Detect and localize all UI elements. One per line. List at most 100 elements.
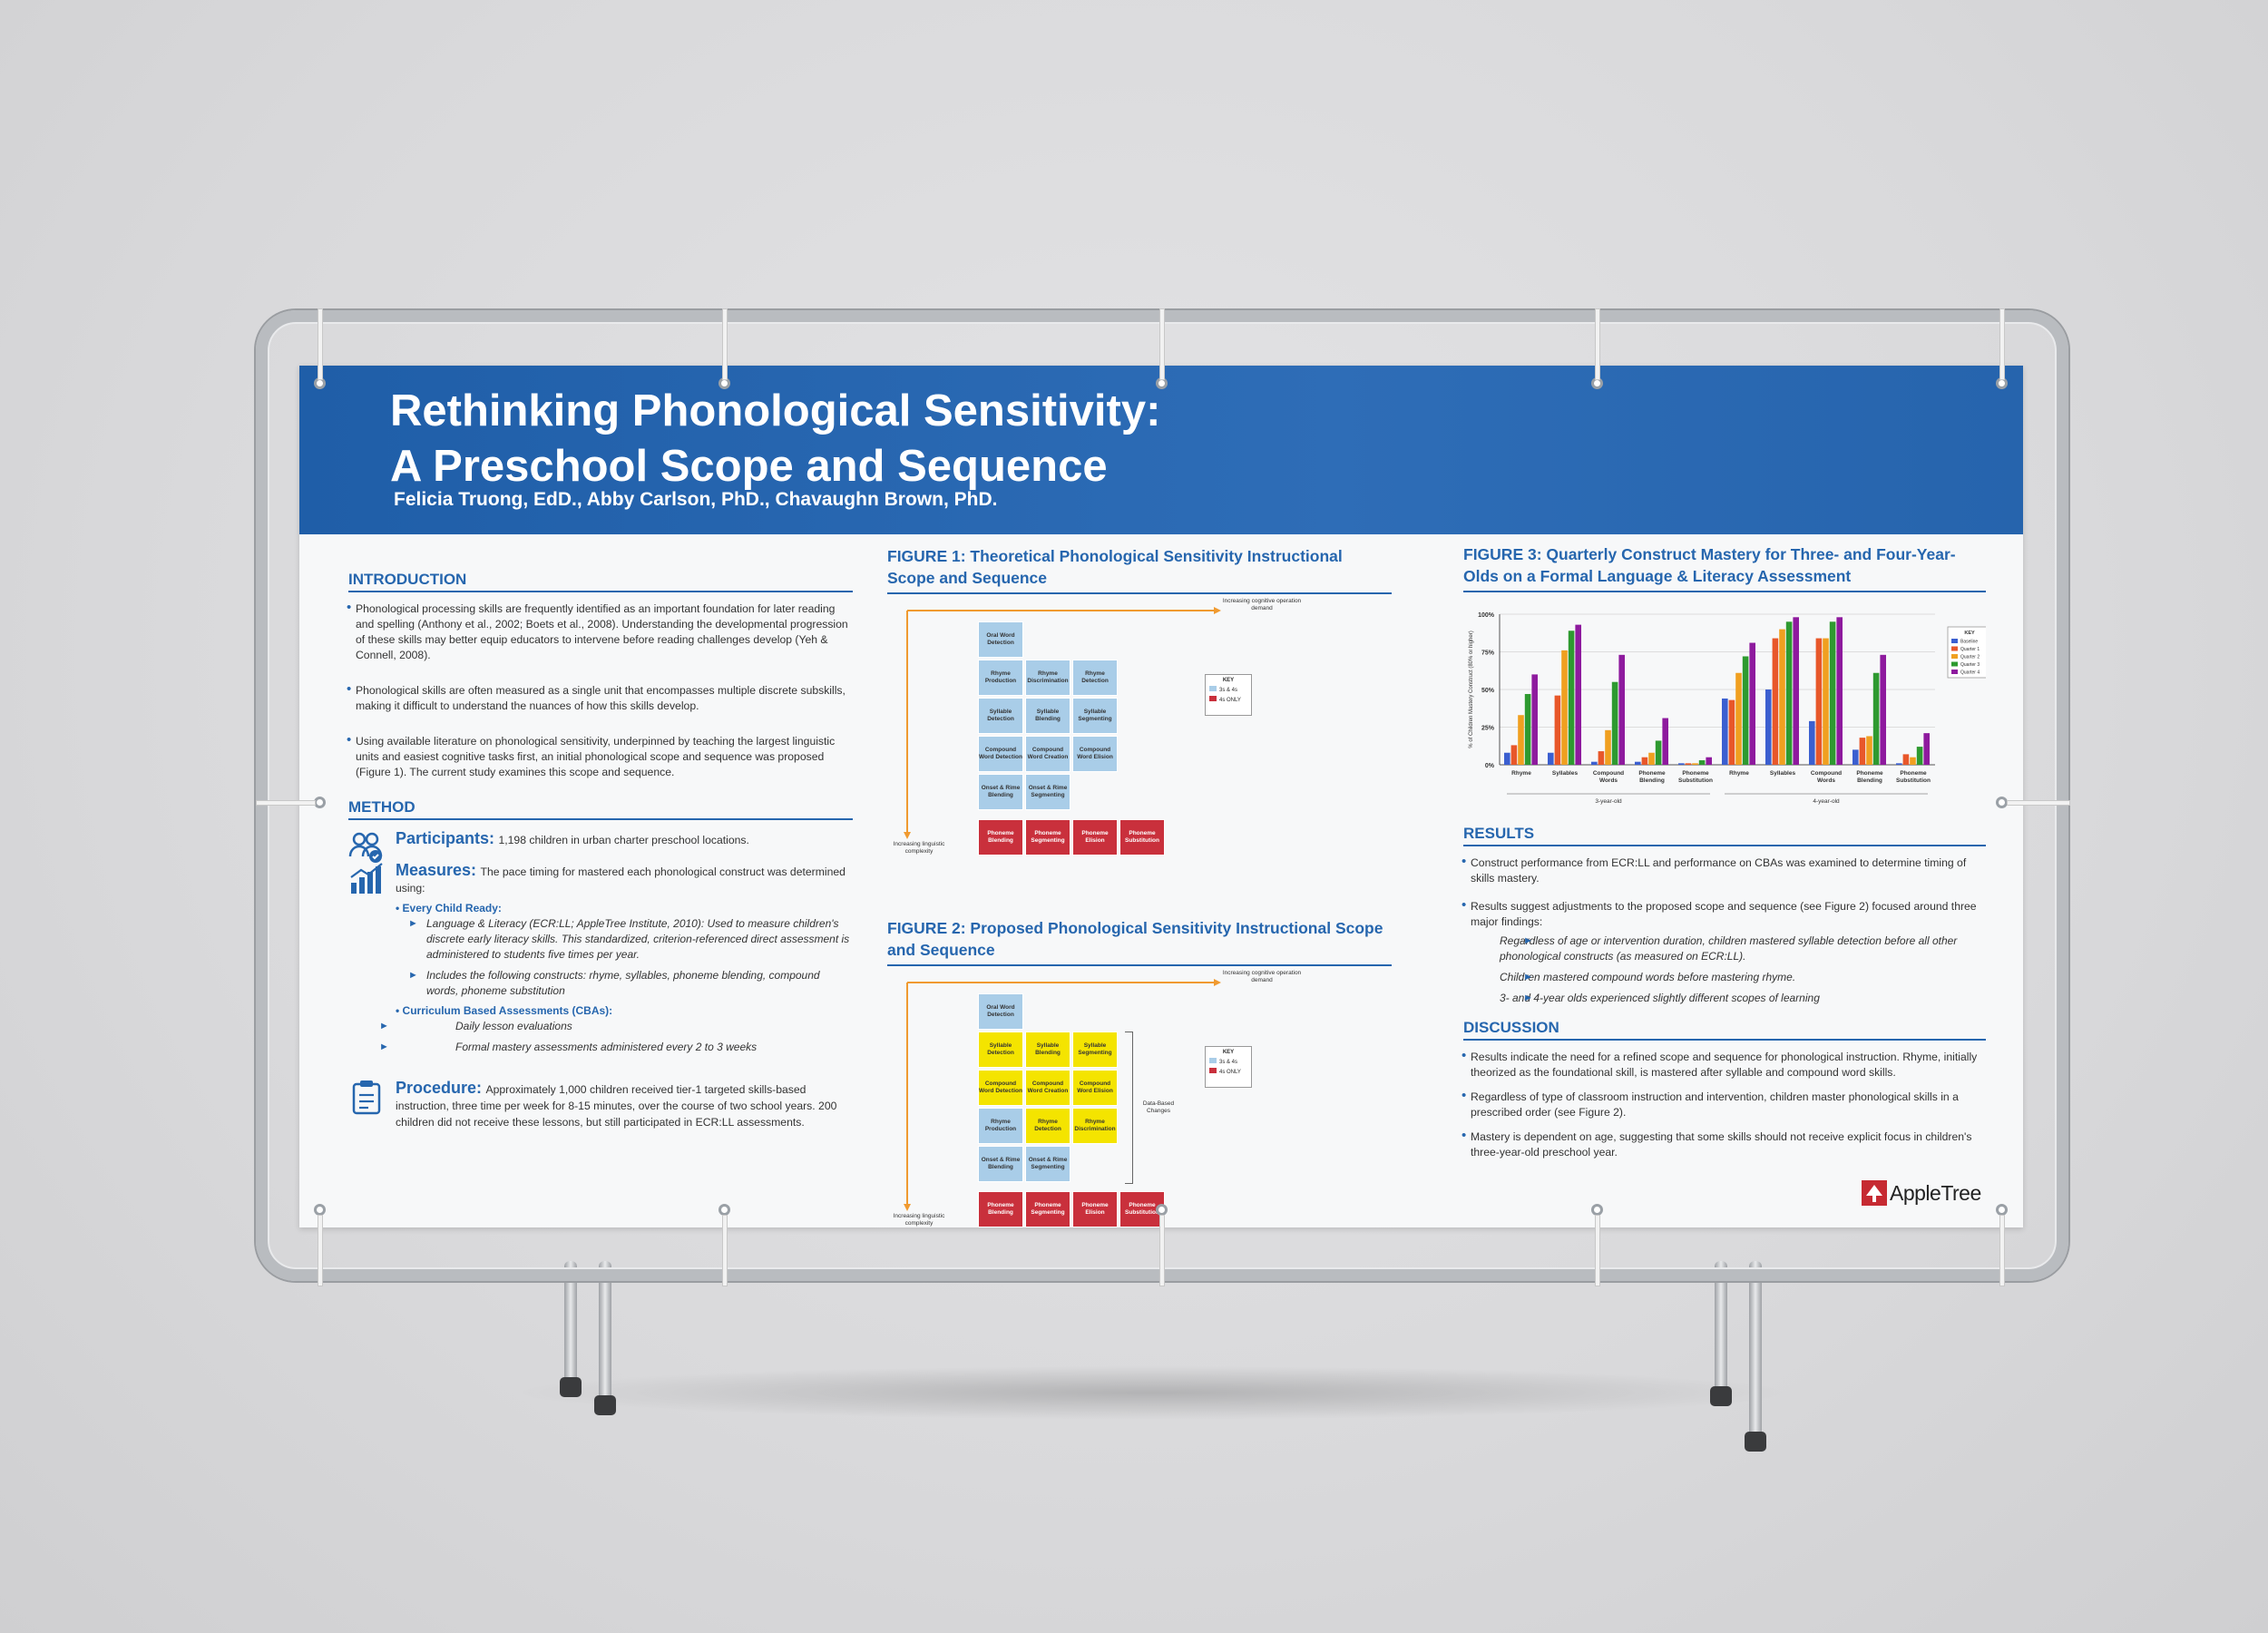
y-axis-label: % of Children Mastery Construct (80% or …: [1469, 631, 1474, 748]
x-tick-label: Phoneme: [1638, 770, 1666, 777]
legend-label: Quarter 1: [1960, 647, 1980, 652]
bar: [1749, 642, 1755, 765]
bar: [1772, 638, 1779, 765]
x-tick-label: Substitution: [1678, 777, 1713, 784]
bar: [1504, 752, 1510, 765]
bar: [1910, 757, 1916, 765]
figure-key: KEY 3s & 4s 4s ONLY: [1205, 1046, 1252, 1088]
cable-tie: [722, 1215, 728, 1286]
skill-cell: Syllable Segmenting: [1072, 698, 1118, 734]
bar: [1531, 674, 1538, 765]
bar: [1575, 624, 1581, 765]
top-arrow-label: Increasing cognitive operation demand: [1222, 970, 1302, 983]
cable-tie: [1595, 308, 1600, 380]
cable-tie: [2007, 800, 2070, 806]
legend-label: Quarter 4: [1960, 670, 1980, 676]
bar: [1698, 760, 1706, 765]
key-title: KEY: [1222, 1050, 1235, 1055]
skill-cell: Compound Word Creation: [1025, 736, 1070, 772]
bar: [1859, 738, 1866, 765]
results-finding: 3- and 4-year olds experienced slightly …: [1463, 991, 1986, 1006]
discussion-bullet: Mastery is dependent on age, suggesting …: [1461, 1128, 1986, 1160]
procedure-label: Procedure:: [396, 1079, 483, 1097]
cable-tie: [1159, 1215, 1165, 1286]
poster-banner: Rethinking Phonological Sensitivity: A P…: [299, 366, 2023, 1228]
skill-cell: Rhyme Detection: [1072, 660, 1118, 696]
bar: [1742, 656, 1749, 765]
results-bullet: Results suggest adjustments to the propo…: [1461, 897, 1986, 930]
stand-leg-left: [564, 1261, 577, 1388]
measures-text: The pace timing for mastered each phonol…: [396, 865, 846, 895]
legend-label: Baseline: [1960, 640, 1978, 645]
stand-leg-right-2: [1749, 1261, 1762, 1442]
bar: [1548, 752, 1554, 765]
appletree-logo-text: AppleTree: [1890, 1180, 1981, 1205]
bar: [1765, 689, 1772, 765]
grommet: [719, 1204, 730, 1216]
skill-cell: Compound Word Detection: [978, 1070, 1023, 1106]
x-tick-label: Words: [1817, 777, 1835, 784]
bar: [1635, 761, 1641, 765]
column-left: INTRODUCTION Phonological processing ski…: [347, 571, 853, 1143]
skill-cell: Phoneme Segmenting: [1025, 1191, 1070, 1228]
top-arrow-label: Increasing cognitive operation demand: [1222, 598, 1302, 611]
bar: [1611, 681, 1618, 765]
bar: [1896, 763, 1902, 765]
y-tick-label: 25%: [1481, 726, 1495, 732]
key-item: 4s ONLY: [1209, 1068, 1247, 1075]
discussion-heading: DISCUSSION: [1463, 1019, 1986, 1041]
bar: [1866, 736, 1872, 765]
bar: [1836, 617, 1843, 765]
left-arrow-label: Increasing linguistic complexity: [893, 841, 945, 855]
poster-authors: Felicia Truong, EdD., Abby Carlson, PhD.…: [394, 489, 998, 510]
data-based-changes-bracket: [1125, 1032, 1133, 1184]
skill-cell: Rhyme Production: [978, 660, 1023, 696]
bar: [1655, 740, 1662, 765]
figure-key: KEY 3s & 4s 4s ONLY: [1205, 674, 1252, 716]
legend-label: Quarter 3: [1960, 662, 1980, 668]
left-arrow-label: Increasing linguistic complexity: [893, 1213, 945, 1227]
figure2-title: FIGURE 2: Proposed Phonological Sensitiv…: [887, 917, 1392, 966]
measures-row: Measures: The pace timing for mastered e…: [348, 861, 853, 896]
column-middle: FIGURE 1: Theoretical Phonological Sensi…: [887, 545, 1392, 1238]
legend-swatch: [1951, 661, 1958, 667]
x-tick-label: Substitution: [1896, 777, 1931, 784]
bar: [1561, 650, 1568, 765]
skill-cell: Phoneme Blending: [978, 1191, 1023, 1228]
bar: [1785, 621, 1793, 765]
bar: [1554, 695, 1561, 765]
figure1-diagram: Increasing cognitive operation demand Inc…: [887, 594, 1392, 866]
appletree-logo-icon: [1862, 1180, 1887, 1206]
x-tick-label: Syllables: [1770, 770, 1796, 777]
stand-foot: [594, 1395, 616, 1415]
x-tick-label: Blending: [1639, 777, 1665, 784]
key-item: 3s & 4s: [1209, 1058, 1247, 1065]
x-tick-label: Words: [1599, 777, 1618, 784]
skill-cell: Syllable Detection: [978, 1032, 1023, 1068]
bar: [1678, 763, 1685, 765]
cable-tie: [722, 308, 728, 380]
skill-cell: Syllable Detection: [978, 698, 1023, 734]
discussion-bullet: Results indicate the need for a refined …: [1461, 1048, 1986, 1081]
grommet: [1156, 1204, 1168, 1216]
y-tick-label: 75%: [1481, 650, 1495, 657]
ecr-item: Language & Literacy (ECR:LL; AppleTree I…: [348, 916, 853, 963]
grommet: [1591, 1204, 1603, 1216]
poster-title: Rethinking Phonological Sensitivity: A P…: [390, 384, 1160, 494]
skill-cell: Compound Word Elision: [1072, 1070, 1118, 1106]
floor-shadow: [508, 1365, 1796, 1420]
method-heading: METHOD: [348, 798, 853, 820]
bar: [1648, 752, 1655, 765]
skill-cell: Rhyme Detection: [1025, 1108, 1070, 1144]
key-item: 4s ONLY: [1209, 696, 1247, 703]
legend-swatch: [1951, 646, 1958, 651]
intro-paragraph: Phonological processing skills are frequ…: [347, 600, 853, 663]
grommet: [314, 1204, 326, 1216]
bar-chart-icon: [350, 863, 383, 894]
bar: [1735, 672, 1742, 765]
bar: [1902, 754, 1910, 765]
bar: [1524, 693, 1531, 765]
legend-title: KEY: [1964, 631, 1975, 636]
skill-cell: Compound Word Creation: [1025, 1070, 1070, 1106]
skill-cell: Onset & Rime Segmenting: [1025, 774, 1070, 810]
